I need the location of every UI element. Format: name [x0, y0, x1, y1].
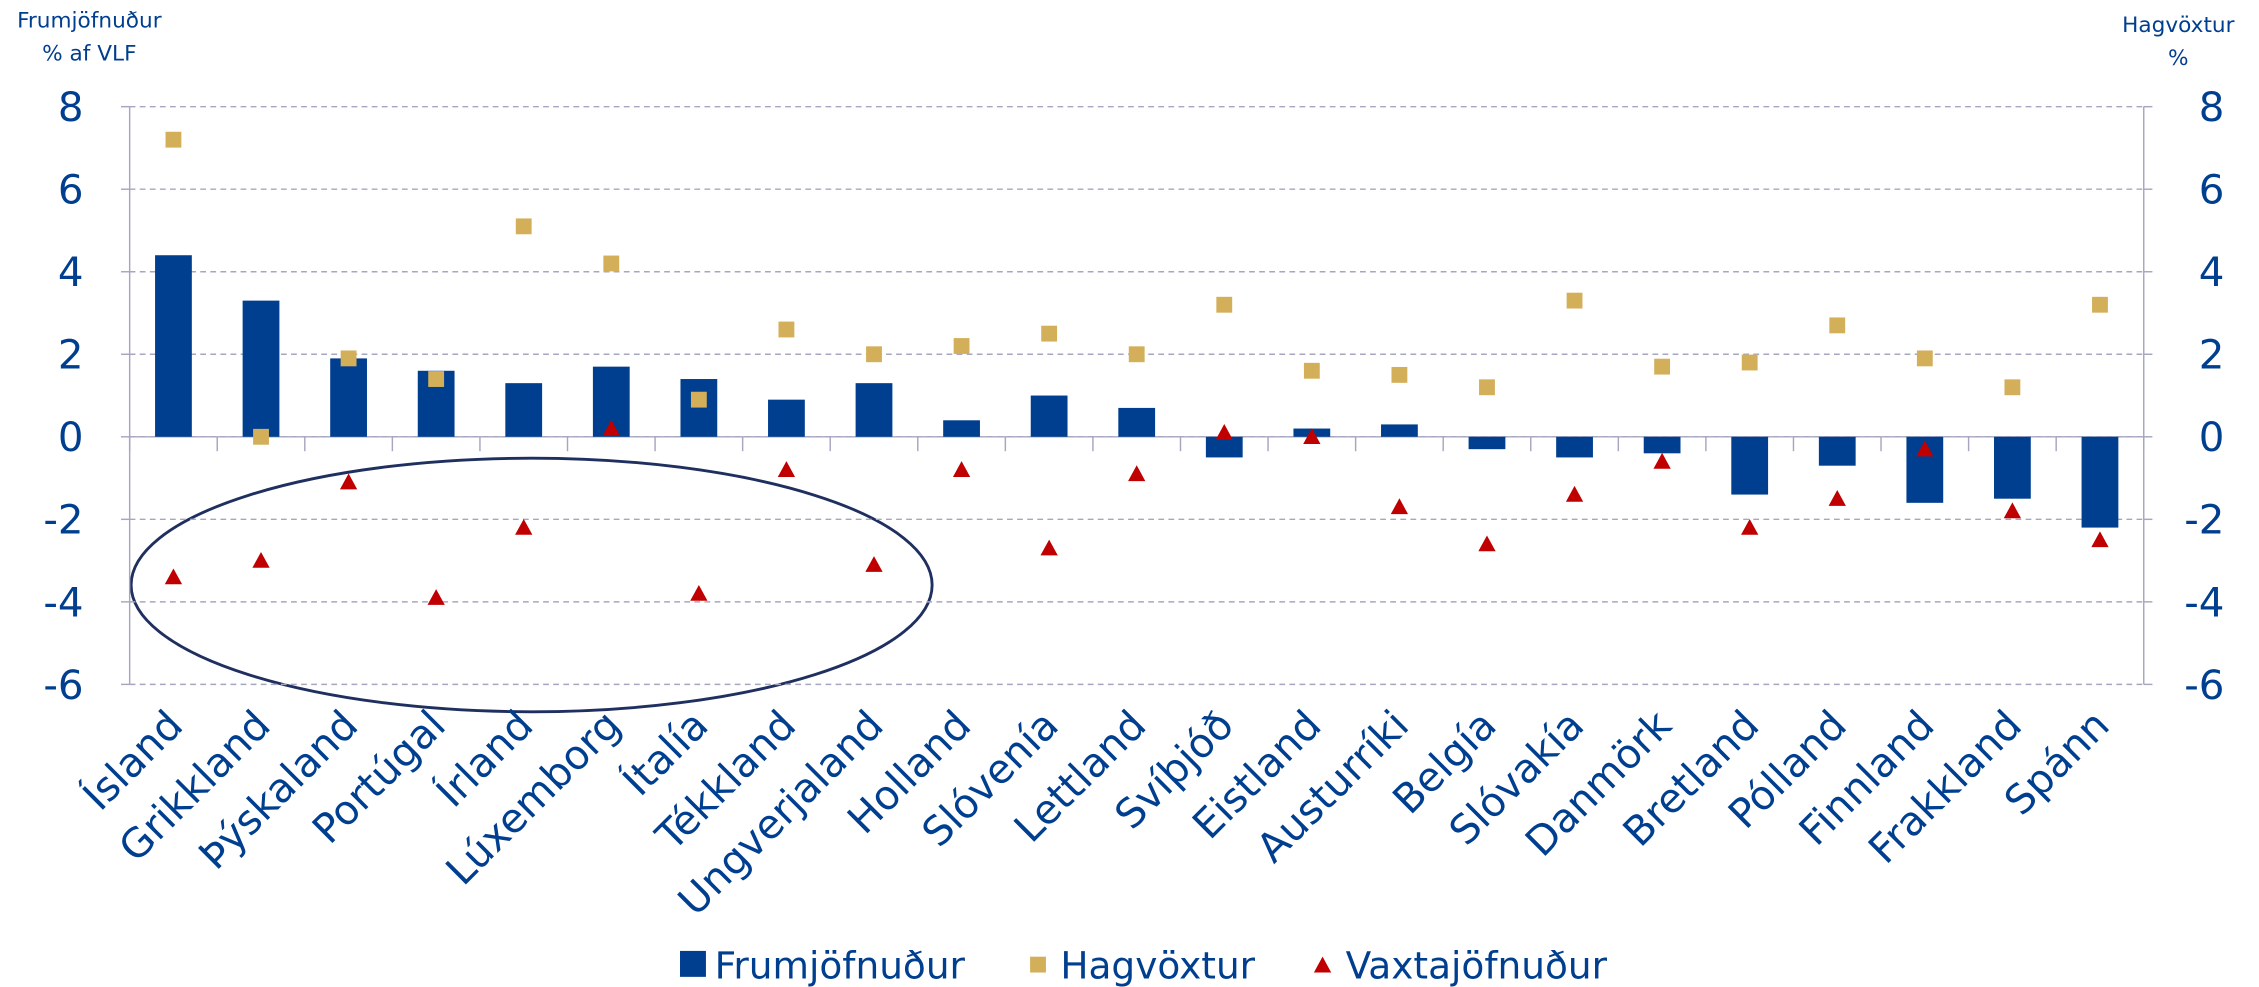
bar [1731, 436, 1769, 495]
triangle-marker [1040, 539, 1058, 556]
square-marker [165, 131, 182, 148]
y2-tick-label: -6 [2184, 662, 2224, 709]
triangle-marker [1828, 490, 1846, 506]
square-marker [1479, 379, 1495, 396]
y2-tick-label: 8 [2199, 84, 2225, 131]
triangle-marker [1741, 518, 1759, 535]
y-tick-label: 6 [58, 167, 84, 214]
triangle-marker [952, 461, 971, 478]
bar [155, 255, 192, 437]
triangle-marker [690, 584, 708, 601]
square-marker [778, 321, 795, 338]
square-marker [1741, 354, 1758, 371]
y-tick-label: 0 [58, 414, 84, 461]
legend-swatch [1313, 956, 1332, 973]
y2-tick-label: -4 [2184, 579, 2224, 626]
y-tick-label: 8 [58, 84, 84, 131]
y-tick-label: -2 [43, 497, 83, 544]
bar [1118, 407, 1156, 437]
bar [855, 383, 893, 437]
bar [330, 358, 367, 437]
square-marker [1041, 325, 1058, 342]
triangle-marker [427, 589, 445, 605]
square-marker [2004, 379, 2021, 396]
y-tick-label: -4 [43, 579, 83, 626]
bar [242, 300, 280, 437]
triangle-marker [1303, 428, 1321, 445]
bar [1030, 395, 1068, 437]
bar [1994, 436, 2031, 499]
triangle-marker [602, 419, 620, 436]
square-marker [1303, 362, 1320, 379]
bar [1643, 436, 1681, 454]
square-marker [253, 428, 269, 445]
triangle-marker [339, 473, 358, 490]
triangle-marker [2091, 531, 2109, 548]
square-marker [1128, 346, 1145, 363]
triangle-marker [865, 556, 883, 572]
legend-label: Vaxtajöfnuður [1346, 943, 1608, 987]
legend-swatch [1030, 956, 1046, 973]
triangle-marker [1128, 465, 1146, 482]
square-marker [428, 371, 445, 387]
square-marker [515, 218, 532, 235]
y2-axis-label: % [2168, 46, 2189, 71]
bar [768, 399, 805, 437]
bar [2081, 436, 2119, 528]
square-marker [1654, 358, 1671, 375]
y-axis-label: % af VLF [42, 42, 136, 67]
triangle-marker [2003, 502, 2022, 519]
triangle-marker [1916, 440, 1934, 457]
triangle-marker [515, 518, 533, 535]
bar [1205, 436, 1243, 458]
y2-tick-label: -2 [2184, 497, 2224, 544]
bar [1381, 424, 1418, 437]
y2-tick-label: 6 [2199, 167, 2225, 214]
y-axis-label: Frumjöfnuður [17, 8, 162, 33]
bar [1468, 436, 1506, 450]
square-marker [340, 350, 357, 367]
square-marker [1566, 292, 1583, 309]
square-marker [690, 391, 707, 408]
bar [1818, 436, 1856, 466]
triangle-marker [1215, 424, 1233, 440]
triangle-marker [1565, 485, 1584, 502]
square-marker [2092, 296, 2108, 313]
bar [943, 420, 980, 437]
legend-label: Hagvöxtur [1060, 943, 1255, 987]
legend-swatch [680, 950, 706, 977]
triangle-marker [1478, 535, 1496, 552]
bar [680, 379, 718, 437]
y2-tick-label: 2 [2199, 332, 2225, 379]
bar [505, 383, 543, 437]
square-marker [603, 255, 620, 272]
square-marker [866, 346, 882, 363]
y-tick-label: 4 [58, 249, 84, 296]
highlight-ellipse [129, 456, 934, 714]
triangle-marker [777, 461, 796, 478]
triangle-marker [252, 551, 270, 568]
square-marker [1391, 366, 1408, 383]
square-marker [1916, 350, 1933, 367]
square-marker [1216, 296, 1233, 313]
y-tick-label: -6 [43, 662, 83, 709]
y2-axis-label: Hagvöxtur [2122, 13, 2235, 38]
triangle-marker [1653, 452, 1671, 469]
square-marker [1829, 317, 1846, 334]
y2-tick-label: 0 [2199, 414, 2225, 461]
triangle-marker [164, 568, 183, 585]
y2-tick-label: 4 [2199, 249, 2225, 296]
triangle-marker [1390, 498, 1409, 515]
bar [1556, 436, 1593, 458]
legend-label: Frumjöfnuður [715, 943, 966, 987]
y-tick-label: 2 [58, 332, 84, 379]
square-marker [953, 338, 970, 354]
